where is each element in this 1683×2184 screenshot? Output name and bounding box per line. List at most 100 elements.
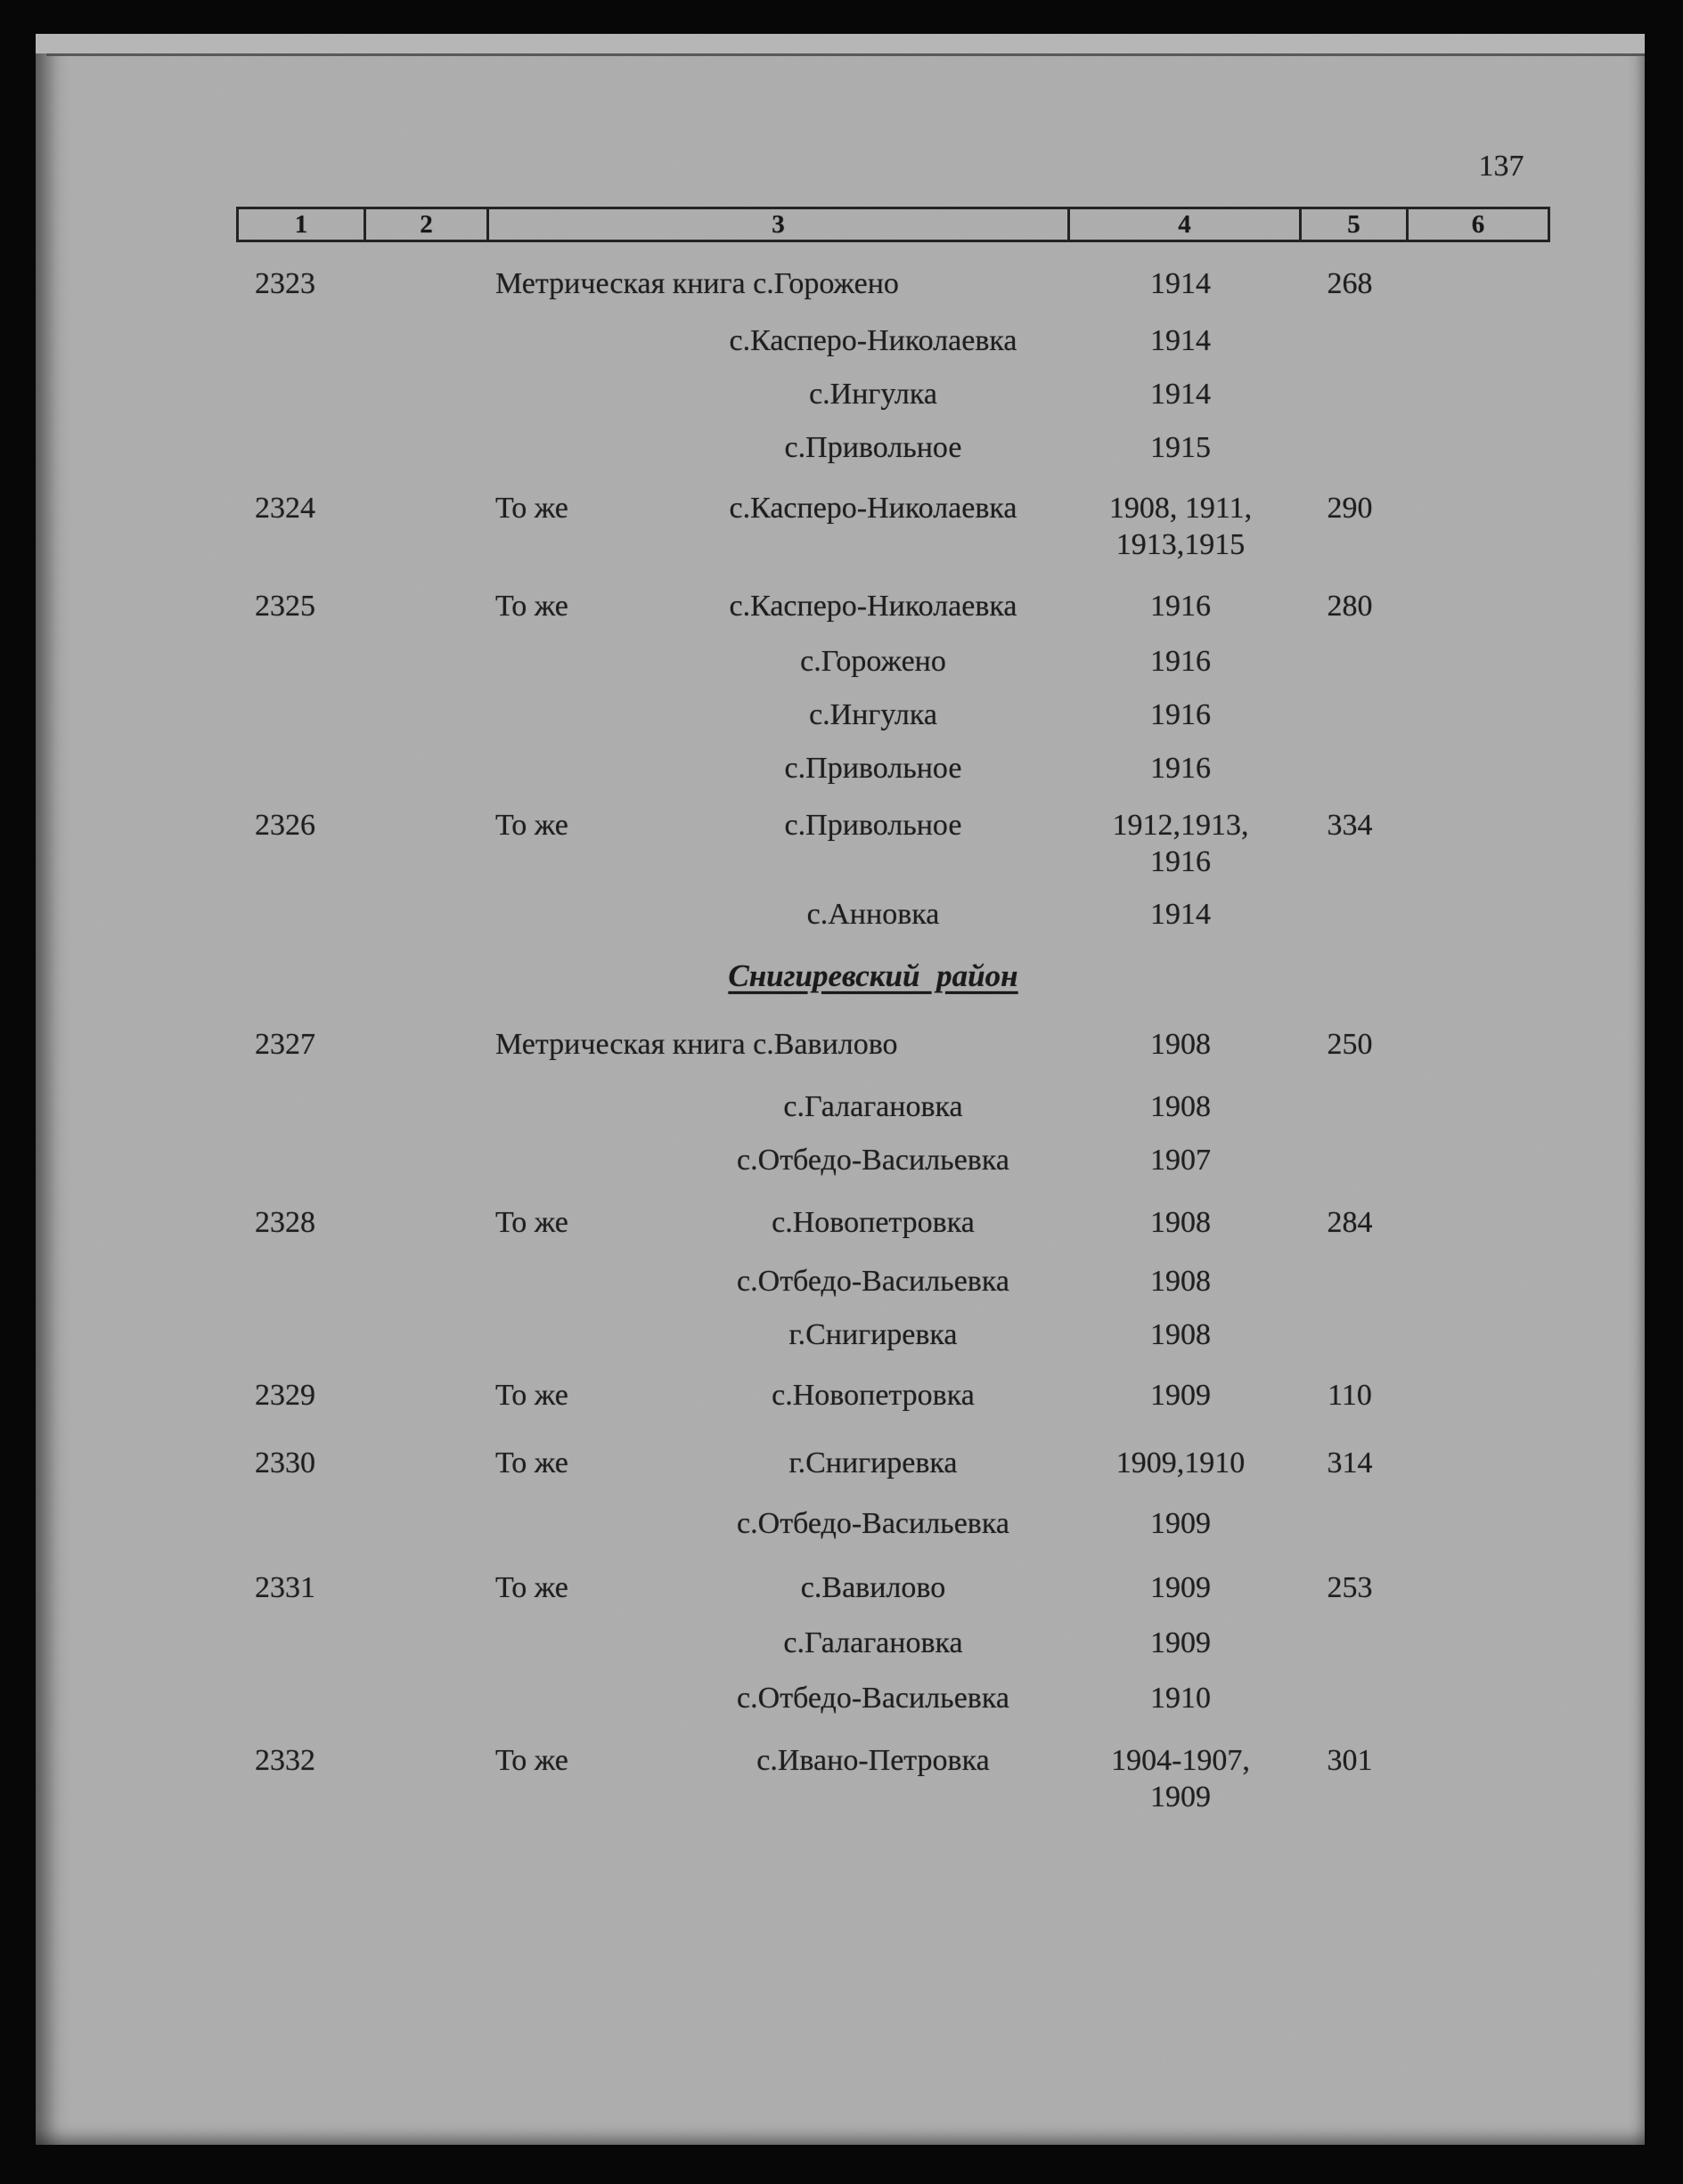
row-pages: 290 [1327, 492, 1373, 525]
row-pages: 280 [1327, 590, 1373, 623]
row-years: 1908, 1911, 1913,1915 [1108, 492, 1253, 561]
row-village: с.Касперо-Николаевка [729, 324, 1017, 357]
row-pages: 334 [1327, 809, 1373, 842]
page-number: 137 [1478, 150, 1524, 183]
row-years: 1909 [1150, 1571, 1211, 1604]
row-village: с.Касперо-Николаевка [729, 590, 1017, 623]
table-row: 2331 То же с.Вавилово 1909 253 [36, 1569, 1645, 1606]
section-heading: Снигиревский район [728, 958, 1018, 993]
table-row: с.Анновка 1914 [36, 896, 1645, 933]
row-village: с.Галагановка [783, 1626, 963, 1659]
row-pages: 314 [1327, 1446, 1373, 1479]
table-row: 2329 То же с.Новопетровка 1909 110 [36, 1377, 1645, 1414]
table-row: с.Ингулка 1914 [36, 376, 1645, 412]
table-row: 2332 То же с.Ивано-Петровка 1904-1907, 1… [36, 1742, 1645, 1813]
table-row: г.Снигиревка 1908 [36, 1316, 1645, 1353]
row-village: с.Анновка [806, 898, 940, 931]
header-col-6: 6 [1406, 209, 1548, 240]
row-village: г.Снигиревка [788, 1446, 958, 1479]
table-row: с.Отбедо-Васильевка 1907 [36, 1142, 1645, 1178]
row-pages: 268 [1327, 267, 1373, 300]
table-row: 2328 То же с.Новопетровка 1908 284 [36, 1204, 1645, 1241]
row-number: 2326 [255, 809, 315, 842]
row-years: 1908 [1150, 1318, 1211, 1351]
row-number: 2325 [255, 590, 315, 623]
row-years: 1909 [1150, 1626, 1211, 1659]
row-number: 2324 [255, 492, 315, 525]
row-village: с.Отбедо-Васильевка [737, 1265, 1009, 1298]
row-years: 1914 [1150, 378, 1211, 411]
table-row: с.Отбедо-Васильевка 1908 [36, 1263, 1645, 1300]
table-row: 2325 То же с.Касперо-Николаевка 1916 280 [36, 588, 1645, 624]
row-village: с.Отбедо-Васильевка [737, 1507, 1009, 1540]
row-years: 1916 [1150, 590, 1211, 623]
page-fold-line [46, 53, 1645, 56]
row-years: 1908 [1150, 1090, 1211, 1123]
row-number: 2323 [255, 267, 315, 300]
row-number: 2331 [255, 1571, 315, 1604]
row-village: с.Ингулка [809, 698, 937, 731]
row-title: То же [495, 1446, 568, 1479]
row-title: Метрическая книга с.Горожено [495, 267, 899, 300]
table-row: с.Отбедо-Васильевка 1910 [36, 1680, 1645, 1716]
row-years: 1910 [1150, 1682, 1211, 1715]
row-years: 1909 [1150, 1507, 1211, 1540]
row-village: с.Горожено [800, 645, 946, 678]
row-number: 2327 [255, 1028, 315, 1061]
row-years: 1908 [1150, 1265, 1211, 1298]
row-years: 1914 [1150, 324, 1211, 357]
table-header: 1 2 3 4 5 6 [236, 207, 1550, 242]
header-col-2: 2 [364, 209, 486, 240]
row-village: с.Касперо-Николаевка [729, 492, 1017, 525]
row-years: 1909 [1150, 1379, 1211, 1412]
table-row: с.Касперо-Николаевка 1914 [36, 322, 1645, 359]
row-years: 1916 [1150, 698, 1211, 731]
table-row: 2330 То же г.Снигиревка 1909,1910 314 [36, 1445, 1645, 1481]
row-years: 1916 [1150, 645, 1211, 678]
page-top-edge [36, 34, 1645, 53]
row-title: То же [495, 492, 568, 525]
table-row: 2326 То же с.Привольное 1912,1913, 1916 … [36, 807, 1645, 878]
header-col-4: 4 [1067, 209, 1299, 240]
row-pages: 284 [1327, 1206, 1373, 1239]
row-years: 1914 [1150, 267, 1211, 300]
row-village: с.Привольное [784, 752, 962, 785]
row-years: 1904-1907, 1909 [1111, 1744, 1250, 1813]
table-row: с.Горожено 1916 [36, 643, 1645, 680]
row-village: с.Отбедо-Васильевка [737, 1144, 1009, 1177]
row-pages: 250 [1327, 1028, 1373, 1061]
header-col-5: 5 [1299, 209, 1406, 240]
row-title: Метрическая книга с.Вавилово [495, 1028, 898, 1061]
row-years: 1912,1913, 1916 [1112, 809, 1249, 878]
row-village: с.Галагановка [783, 1090, 963, 1123]
row-pages: 253 [1327, 1571, 1373, 1604]
row-village: с.Новопетровка [772, 1206, 975, 1239]
row-village: с.Привольное [784, 431, 962, 464]
row-pages: 301 [1327, 1744, 1373, 1777]
header-col-3: 3 [486, 209, 1067, 240]
table-row: с.Ингулка 1916 [36, 697, 1645, 733]
row-village: с.Привольное [784, 809, 962, 842]
row-village: с.Ингулка [809, 378, 937, 411]
row-title: То же [495, 1206, 568, 1239]
row-village: с.Вавилово [800, 1571, 946, 1604]
row-title: То же [495, 1379, 568, 1412]
row-pages: 110 [1328, 1379, 1372, 1412]
row-number: 2328 [255, 1206, 315, 1239]
row-number: 2330 [255, 1446, 315, 1479]
row-village: г.Снигиревка [788, 1318, 958, 1351]
table-row: с.Отбедо-Васильевка 1909 [36, 1505, 1645, 1542]
row-village: с.Новопетровка [772, 1379, 975, 1412]
row-title: То же [495, 590, 568, 623]
row-years: 1909,1910 [1115, 1446, 1246, 1479]
row-title: То же [495, 1571, 568, 1604]
row-number: 2332 [255, 1744, 315, 1777]
table-row: с.Галагановка 1908 [36, 1088, 1645, 1125]
document-page: 137 1 2 3 4 5 6 2323 Метрическая книга с… [36, 34, 1645, 2145]
row-number: 2329 [255, 1379, 315, 1412]
row-years: 1915 [1150, 431, 1211, 464]
table-row: 2323 Метрическая книга с.Горожено 1914 2… [36, 265, 1645, 302]
table-row: 2324 То же с.Касперо-Николаевка 1908, 19… [36, 490, 1645, 561]
row-years: 1916 [1150, 752, 1211, 785]
header-col-1: 1 [294, 209, 308, 239]
